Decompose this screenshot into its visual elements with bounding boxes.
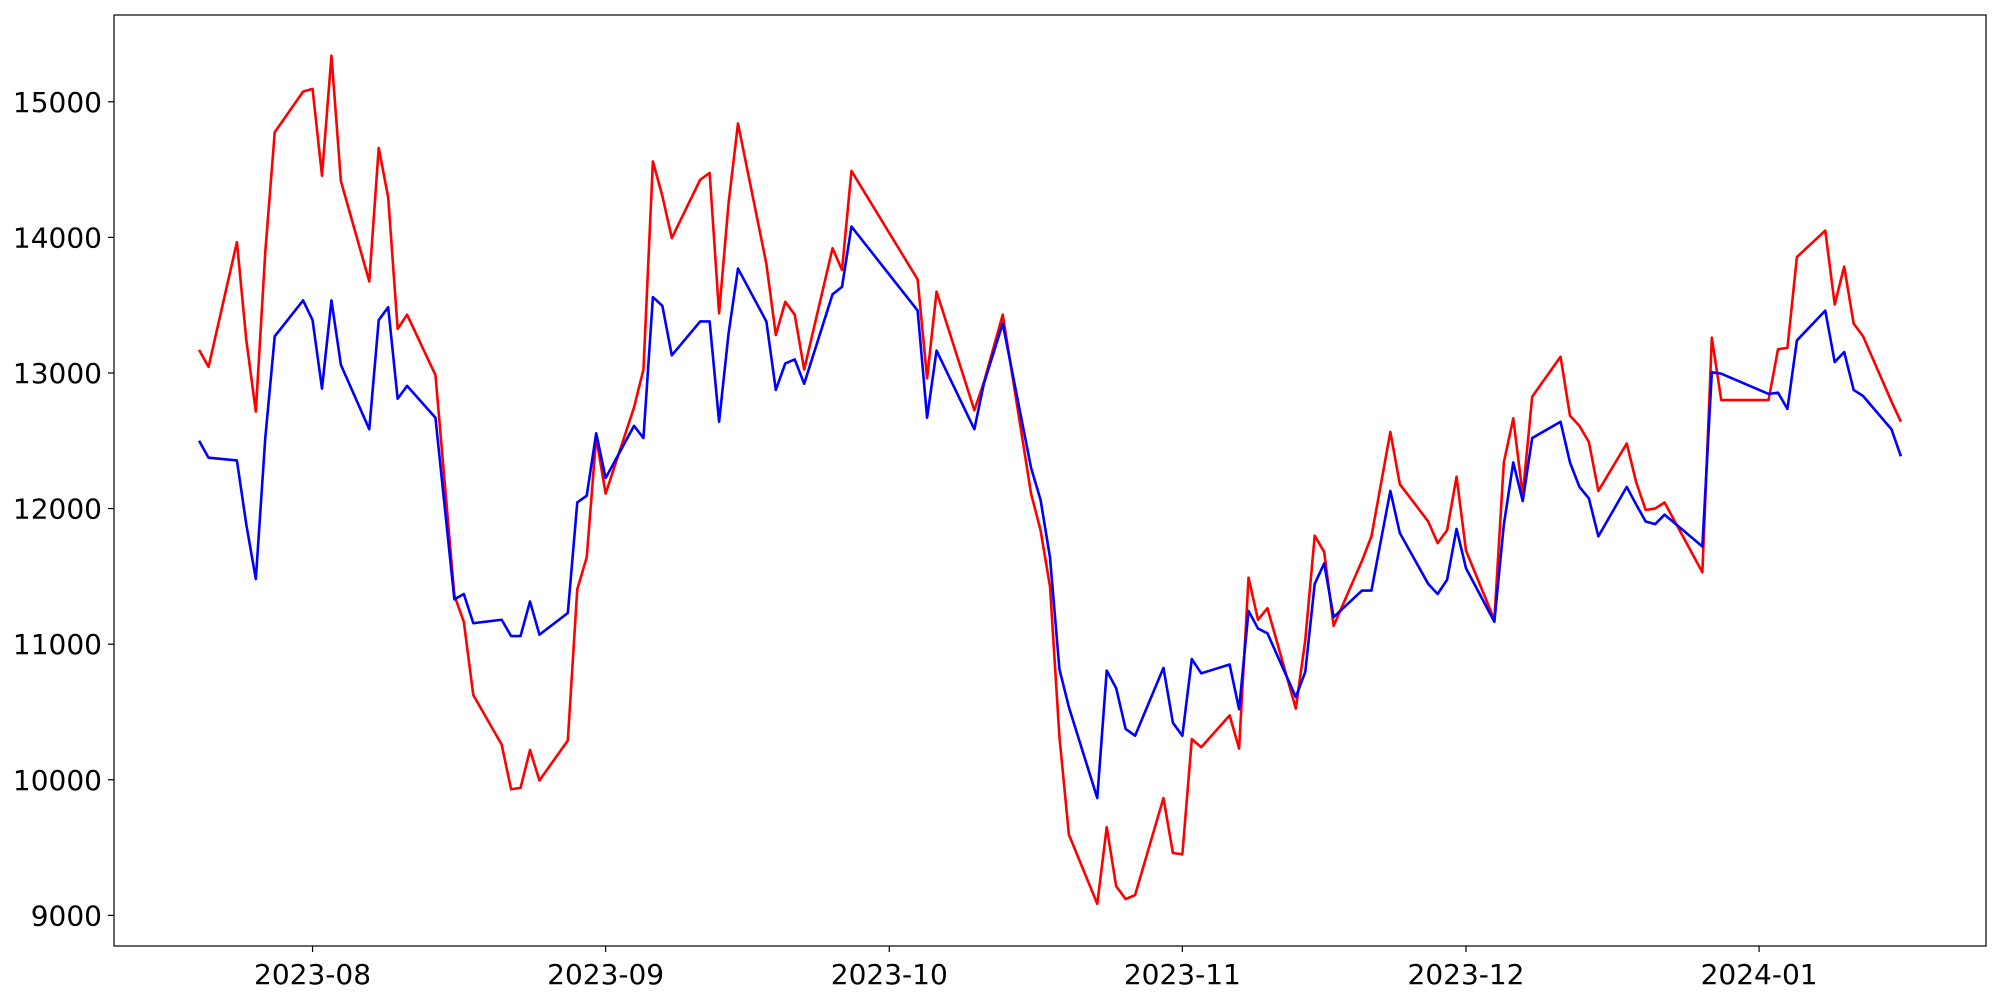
plot-frame: [113, 14, 1987, 947]
x-tick-label: 2023-09: [547, 958, 664, 991]
y-tick-label: 12000: [13, 493, 102, 526]
x-tick-label: 2023-08: [254, 958, 371, 991]
y-tick-label: 15000: [13, 86, 102, 119]
y-tick-label: 13000: [13, 357, 102, 390]
x-tick-label: 2024-01: [1701, 958, 1818, 991]
x-tick-label: 2023-10: [831, 958, 948, 991]
series-line: [197, 54, 1903, 906]
y-tick-label: 11000: [13, 628, 102, 661]
series-line: [197, 225, 1903, 800]
x-tick-label: 2023-12: [1408, 958, 1525, 991]
x-tick-label: 2023-11: [1124, 958, 1241, 991]
y-tick-label: 10000: [13, 764, 102, 797]
y-tick-label: 14000: [13, 221, 102, 254]
y-tick-label: 9000: [31, 899, 102, 932]
